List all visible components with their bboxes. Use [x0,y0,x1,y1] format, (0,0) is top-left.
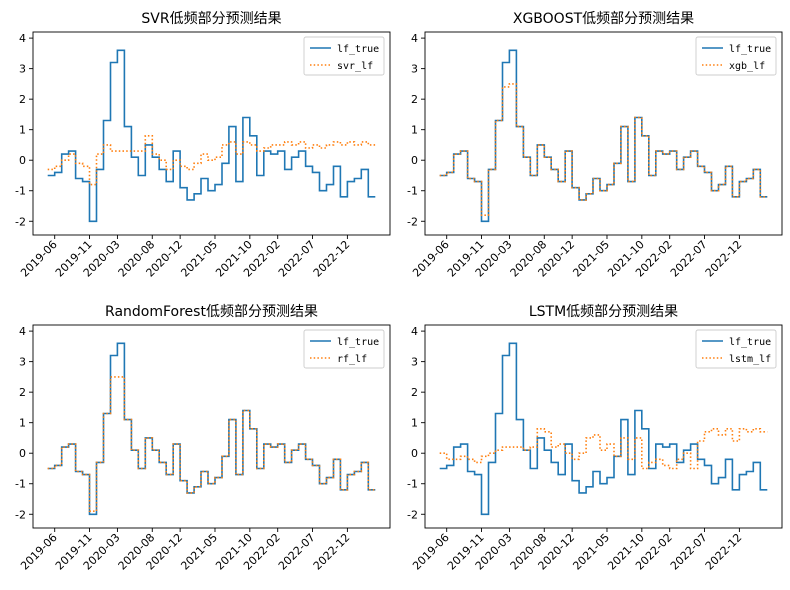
y-tick-label: -2 [407,508,418,521]
legend-label-lf_true: lf_true [729,44,771,55]
x-tick-label: 2021-05 [570,531,612,573]
y-tick-label: 4 [411,325,418,338]
chart-title: XGBOOST低频部分预测结果 [513,11,694,27]
legend: lf_true xgb_lf [695,36,777,76]
y-tick-label: 3 [19,356,26,369]
y-tick-label: -1 [15,185,26,198]
y-tick-label: -2 [407,215,418,228]
legend-box [695,36,777,76]
series-line-svr_lf [47,135,376,186]
legend-box [695,329,777,369]
y-tick-label: 2 [411,93,418,106]
axes-frame [424,31,783,236]
x-tick-label: 2019-06 [410,238,452,280]
legend-box [303,36,385,76]
y-tick-label: 4 [19,32,26,45]
series-line-lstm_lf [439,428,768,470]
subplot-3: RandomForest低频部分预测结果-2-1012342019-062019… [15,304,391,573]
x-tick-label: 2022-07 [668,531,710,573]
legend-label-lstm_lf: lstm_lf [729,354,771,365]
x-tick-label: 2021-05 [178,238,220,280]
x-tick-label: 2022-07 [276,238,318,280]
y-tick-label: 2 [19,93,26,106]
subplot-4: LSTM低频部分预测结果-2-1012342019-062019-112020-… [407,304,783,573]
x-tick-label: 2022-12 [703,238,745,280]
series-line-lf_true [47,49,376,223]
y-tick-label: 0 [411,154,418,167]
y-tick-label: -1 [407,185,418,198]
y-tick-label: 2 [411,386,418,399]
axes-frame [424,324,783,529]
y-tick-label: 0 [411,447,418,460]
series-line-lf_true [47,342,376,516]
legend-label-svr_lf: svr_lf [337,61,373,72]
y-tick-label: -1 [15,478,26,491]
y-tick-label: 0 [19,447,26,460]
x-tick-label: 2022-07 [668,238,710,280]
x-tick-label: 2019-06 [18,238,60,280]
chart-title: RandomForest低频部分预测结果 [105,304,318,320]
legend: lf_true svr_lf [303,36,385,76]
axes-frame [32,324,391,529]
y-tick-label: 1 [19,417,26,430]
y-tick-label: 0 [19,154,26,167]
chart-title: LSTM低频部分预测结果 [529,304,678,320]
y-tick-label: -2 [15,508,26,521]
legend-label-xgb_lf: xgb_lf [729,61,765,72]
series-line-xgb_lf [439,83,768,216]
x-tick-label: 2022-12 [311,531,353,573]
y-tick-label: 1 [411,417,418,430]
y-tick-label: 3 [19,63,26,76]
x-tick-label: 2021-05 [570,238,612,280]
y-tick-label: 1 [19,124,26,137]
legend-label-lf_true: lf_true [729,337,771,348]
x-tick-label: 2022-12 [311,238,353,280]
series-line-lf_true [439,342,768,516]
legend-label-lf_true: lf_true [337,337,379,348]
y-tick-label: -1 [407,478,418,491]
y-tick-label: 3 [411,356,418,369]
y-tick-label: 4 [411,32,418,45]
axes-frame [32,31,391,236]
chart-title: SVR低频部分预测结果 [141,11,281,27]
x-tick-label: 2019-06 [410,531,452,573]
legend-box [303,329,385,369]
x-tick-label: 2022-12 [703,531,745,573]
subplot-2: XGBOOST低频部分预测结果-2-1012342019-062019-1120… [407,11,783,280]
legend: lf_true rf_lf [303,329,385,369]
x-tick-label: 2022-07 [276,531,318,573]
x-tick-label: 2021-05 [178,531,220,573]
subplot-1: SVR低频部分预测结果-2-1012342019-062019-112020-0… [15,11,391,280]
legend: lf_true lstm_lf [695,329,777,369]
y-tick-label: 2 [19,386,26,399]
legend-label-rf_lf: rf_lf [337,354,367,365]
y-tick-label: 1 [411,124,418,137]
y-tick-label: 4 [19,325,26,338]
x-tick-label: 2019-06 [18,531,60,573]
legend-label-lf_true: lf_true [337,44,379,55]
y-tick-label: 3 [411,63,418,76]
y-tick-label: -2 [15,215,26,228]
series-line-rf_lf [47,376,376,512]
